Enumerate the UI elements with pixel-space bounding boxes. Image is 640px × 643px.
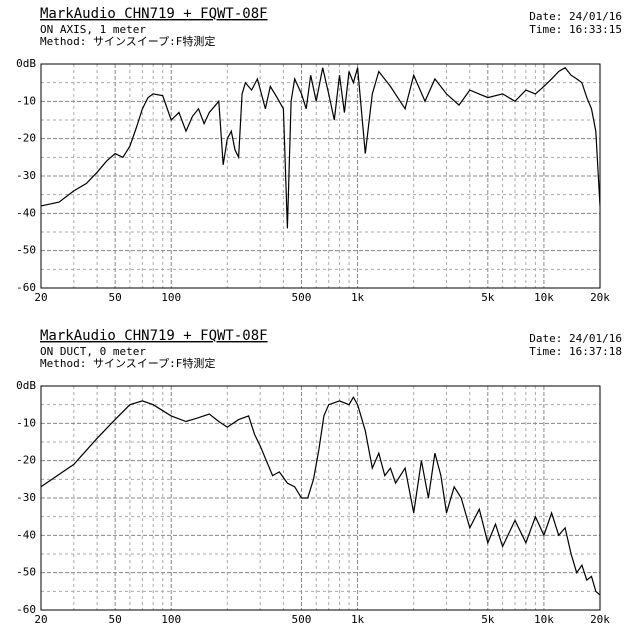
y-tick-label: -60	[16, 281, 36, 294]
x-tick-label: 1k	[351, 613, 365, 626]
x-tick-label: 1k	[351, 291, 365, 304]
date: Date: 24/01/16	[529, 10, 622, 23]
y-tick-label: -60	[16, 603, 36, 616]
y-tick-label: -20	[16, 454, 36, 467]
x-tick-label: 10k	[534, 291, 554, 304]
y-tick-label: -50	[16, 566, 36, 579]
response-line	[40, 395, 601, 596]
y-tick-label: 0dB	[16, 379, 36, 392]
plot-frame	[40, 385, 601, 611]
x-tick-label: 5k	[481, 613, 495, 626]
y-tick-label: -30	[16, 169, 36, 182]
y-tick-label: -40	[16, 528, 36, 541]
y-tick-label: -10	[16, 416, 36, 429]
subtitle: Method: サインスイープ:F特測定	[40, 34, 215, 48]
y-tick-label: -50	[16, 244, 36, 257]
subtitle: Method: サインスイープ:F特測定	[40, 356, 215, 370]
x-tick-label: 20k	[590, 613, 610, 626]
date: Date: 24/01/16	[529, 332, 622, 345]
y-tick-label: -30	[16, 491, 36, 504]
x-tick-label: 50	[109, 613, 122, 626]
x-tick-label: 500	[292, 291, 312, 304]
x-tick-label: 20	[34, 291, 47, 304]
y-tick-label: -10	[16, 94, 36, 107]
time: Time: 16:37:18	[529, 345, 622, 358]
x-tick-label: 20k	[590, 291, 610, 304]
x-tick-label: 5k	[481, 291, 495, 304]
x-tick-label: 50	[109, 291, 122, 304]
chart-title: MarkAudio CHN719 + FQWT-08F	[40, 6, 268, 22]
y-tick-label: 0dB	[16, 57, 36, 70]
subtitle: ON DUCT, 0 meter	[40, 345, 146, 358]
x-tick-label: 20	[34, 613, 47, 626]
x-tick-label: 100	[161, 613, 181, 626]
chart-title: MarkAudio CHN719 + FQWT-08F	[40, 328, 268, 344]
subtitle: ON AXIS, 1 meter	[40, 23, 146, 36]
plot-frame	[40, 63, 601, 289]
x-tick-label: 500	[292, 613, 312, 626]
y-tick-label: -40	[16, 206, 36, 219]
x-tick-label: 10k	[534, 613, 554, 626]
response-line	[40, 66, 601, 229]
x-tick-label: 100	[161, 291, 181, 304]
y-tick-label: -20	[16, 132, 36, 145]
time: Time: 16:33:15	[529, 23, 622, 36]
